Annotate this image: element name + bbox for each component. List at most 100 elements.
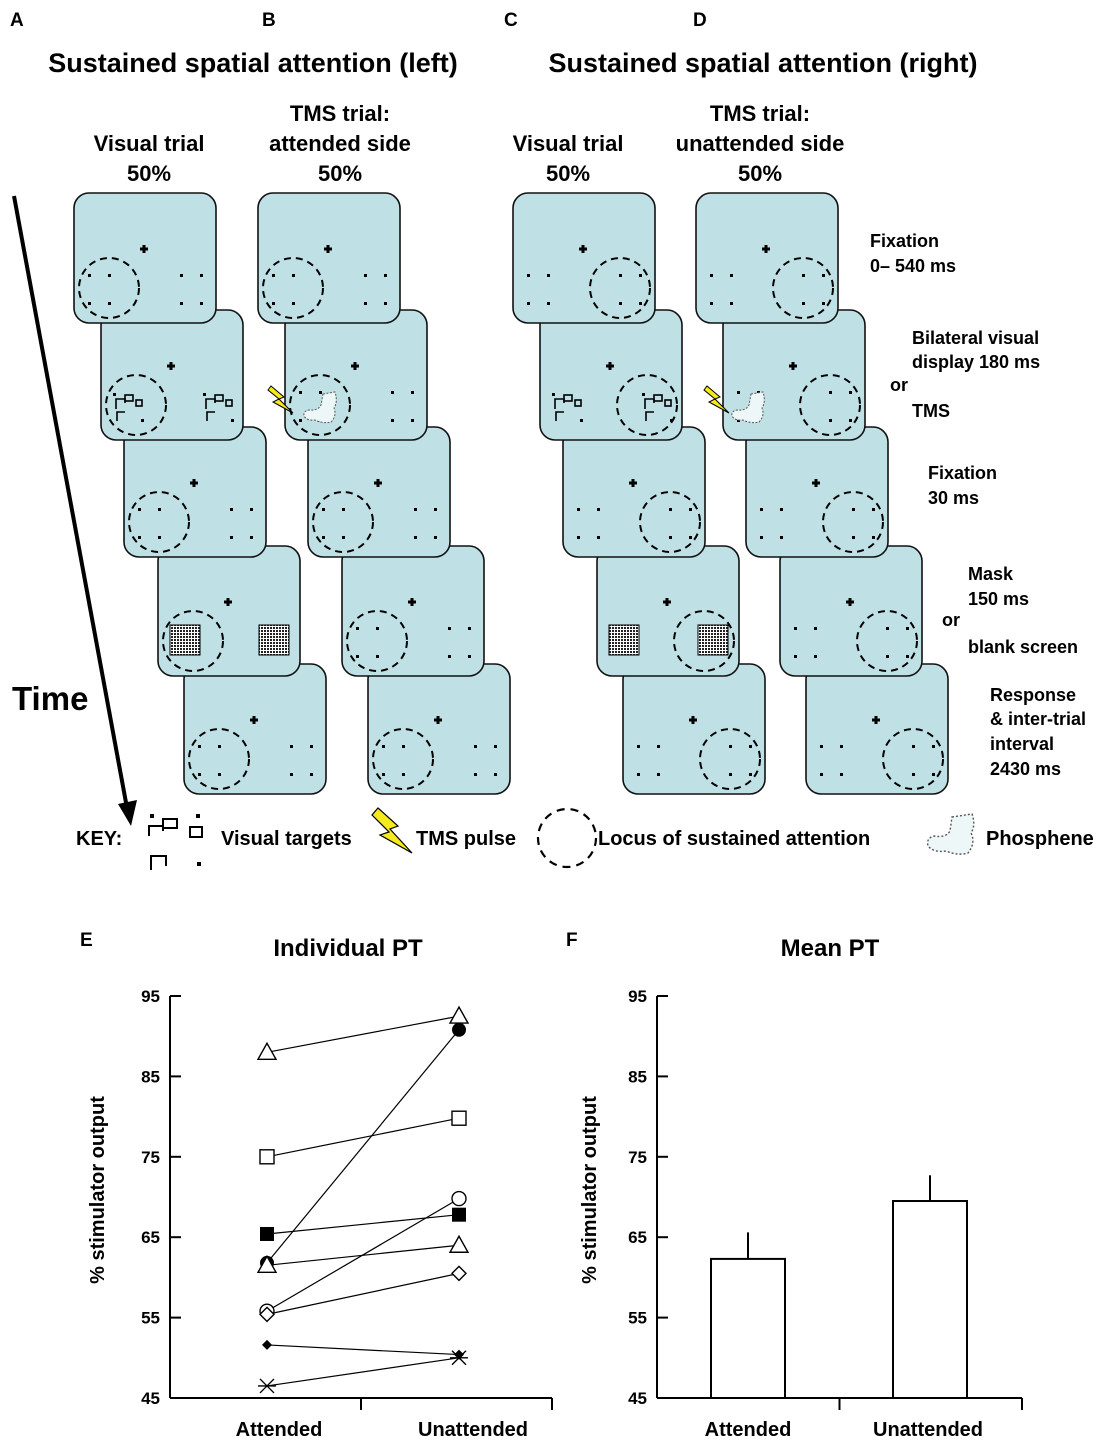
screen-frame	[805, 663, 949, 795]
column-head-b-line1: TMS trial:	[290, 101, 390, 126]
filled-diamond-marker	[454, 1349, 464, 1360]
placeholder-dot	[322, 536, 325, 539]
placeholder-dot	[356, 627, 359, 630]
placeholder-dot	[802, 274, 805, 277]
mask-pattern	[258, 624, 290, 656]
placeholder-dot	[376, 655, 379, 658]
placeholder-dot	[292, 302, 295, 305]
panel-label-a: A	[10, 10, 24, 31]
placeholder-dot	[468, 655, 471, 658]
panel-label-d: D	[693, 10, 707, 31]
key-title: KEY:	[76, 828, 122, 850]
placeholder-dot	[657, 745, 660, 748]
placeholder-dot	[290, 745, 293, 748]
stage-blank: blank screen	[968, 637, 1078, 657]
column-head-c-line1: Visual trial	[513, 131, 624, 156]
subject-series-4	[260, 1022, 466, 1270]
placeholder-dot	[872, 536, 875, 539]
placeholder-dot	[794, 627, 797, 630]
stage-fixation2-line1: Fixation	[928, 463, 997, 483]
placeholder-dot	[639, 302, 642, 305]
placeholder-dot	[737, 391, 740, 394]
screen-c-4	[596, 545, 740, 677]
filled-square-marker	[260, 1226, 274, 1241]
key-visual-targets-label: Visual targets	[221, 828, 352, 850]
attention-locus	[856, 610, 918, 672]
screen-frame	[123, 426, 267, 558]
placeholder-dot	[382, 773, 385, 776]
attention-locus	[312, 491, 374, 553]
subject-series-2	[259, 1110, 467, 1165]
open-circle-marker	[451, 1190, 467, 1207]
attention-locus	[822, 491, 884, 553]
panel-label-e: E	[80, 930, 93, 951]
placeholder-dot	[411, 419, 414, 422]
column-head-b-line3: 50%	[318, 161, 362, 186]
placeholder-dot	[138, 536, 141, 539]
mask-pattern	[169, 624, 201, 656]
screen-frame	[562, 426, 706, 558]
bar-rect	[892, 1200, 968, 1400]
chart-e-y-tick-label: 45	[141, 1389, 160, 1408]
attention-locus	[78, 257, 140, 319]
placeholder-dot	[849, 419, 852, 422]
screen-frame	[257, 192, 401, 324]
attention-locus	[289, 374, 351, 436]
screen-b-2	[267, 309, 428, 441]
chart-individual-pt: Individual PT % stimulator output 45 55 65…	[87, 935, 553, 1440]
screen-d-2	[703, 309, 866, 441]
placeholder-dot	[200, 274, 203, 277]
filled-circle-marker	[452, 1022, 466, 1037]
placeholder-dot	[906, 655, 909, 658]
placeholder-dot	[391, 419, 394, 422]
visual-targets-icon	[148, 814, 203, 870]
chart-f-title: Mean PT	[781, 935, 880, 962]
time-label: Time	[12, 680, 88, 717]
placeholder-dot	[780, 536, 783, 539]
open-square-marker	[259, 1149, 275, 1165]
placeholder-dot	[474, 773, 477, 776]
placeholder-dot	[391, 391, 394, 394]
chart-mean-pt: Mean PT % stimulator output 45 55 65 75 85 95…	[579, 935, 1023, 1440]
screen-b-1	[257, 192, 401, 324]
chart-e-category-label: Attended	[236, 1419, 323, 1440]
attention-locus-icon	[536, 807, 598, 869]
time-arrow-head	[118, 800, 137, 826]
bar-unattended	[892, 1175, 968, 1400]
trial-screens	[73, 192, 949, 795]
placeholder-dot	[376, 627, 379, 630]
open-triangle-marker	[256, 1041, 278, 1060]
screen-frame	[622, 663, 766, 795]
attention-locus	[616, 374, 678, 436]
placeholder-dot	[414, 536, 417, 539]
panel-label-c: C	[504, 10, 518, 31]
screen-frame	[183, 663, 327, 795]
placeholder-dot	[434, 508, 437, 511]
screen-c-2	[539, 309, 683, 441]
column-head-d-line3: 50%	[738, 161, 782, 186]
placeholder-dot	[637, 773, 640, 776]
placeholder-dot	[310, 773, 313, 776]
column-head-d-line1: TMS trial:	[710, 101, 810, 126]
open-diamond-marker	[451, 1265, 467, 1282]
placeholder-dot	[577, 536, 580, 539]
stage-or-1: or	[890, 375, 908, 395]
asterisk-marker	[450, 1350, 468, 1366]
chart-f-y-tick-label: 45	[628, 1389, 647, 1408]
stage-display-line2: display 180 ms	[912, 352, 1040, 372]
placeholder-dot	[820, 773, 823, 776]
open-diamond-marker	[259, 1306, 275, 1323]
placeholder-dot	[198, 745, 201, 748]
placeholder-dot	[780, 508, 783, 511]
placeholder-dot	[906, 627, 909, 630]
placeholder-dot	[158, 508, 161, 511]
subject-line	[266, 1344, 460, 1356]
stage-response-line3: interval	[990, 734, 1054, 754]
placeholder-dot	[710, 302, 713, 305]
chart-e-y-tick-label: 55	[141, 1309, 160, 1328]
bar-rect	[710, 1257, 786, 1399]
placeholder-dot	[852, 508, 855, 511]
fixation-cross	[872, 716, 880, 724]
placeholder-dot	[108, 274, 111, 277]
subject-line	[266, 1272, 460, 1315]
